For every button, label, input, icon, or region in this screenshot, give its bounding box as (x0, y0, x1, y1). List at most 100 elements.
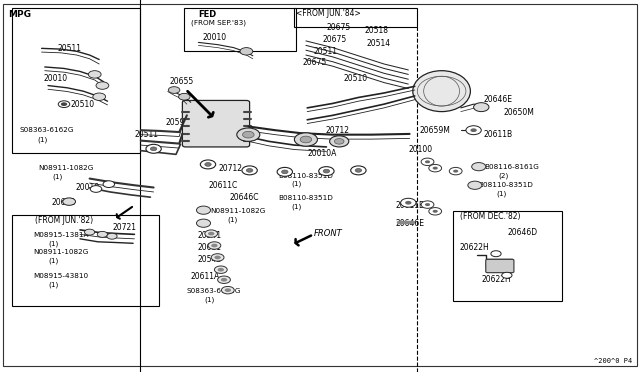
Text: ^200^0 P4: ^200^0 P4 (594, 358, 632, 364)
Text: (FROM SEP.'83): (FROM SEP.'83) (191, 20, 246, 26)
Circle shape (433, 210, 438, 213)
Text: 20712: 20712 (219, 164, 243, 173)
Text: B08110-8351D: B08110-8351D (278, 195, 333, 201)
Text: (1): (1) (48, 281, 58, 288)
Circle shape (237, 128, 260, 141)
Circle shape (240, 48, 253, 55)
Circle shape (146, 144, 161, 153)
Text: S08363-6162G: S08363-6162G (19, 127, 74, 133)
Text: 20675: 20675 (302, 58, 326, 67)
Circle shape (225, 288, 231, 292)
Text: (1): (1) (205, 296, 215, 303)
Text: (1): (1) (37, 136, 47, 143)
Circle shape (208, 242, 221, 249)
Text: 20010: 20010 (76, 183, 100, 192)
Text: (1): (1) (48, 258, 58, 264)
Circle shape (355, 169, 362, 172)
Circle shape (277, 167, 292, 176)
Circle shape (246, 169, 253, 172)
Text: 20611: 20611 (197, 243, 221, 252)
Circle shape (97, 231, 108, 237)
Circle shape (429, 208, 442, 215)
Text: 20675: 20675 (323, 35, 347, 44)
Text: (FROM DEC.'82): (FROM DEC.'82) (460, 212, 520, 221)
Text: 20511: 20511 (314, 47, 338, 56)
Circle shape (401, 198, 416, 207)
Bar (453, 211, 562, 301)
Circle shape (429, 164, 442, 172)
Circle shape (453, 170, 458, 173)
Text: MPG: MPG (8, 10, 31, 19)
Text: M08915-1381A: M08915-1381A (33, 232, 89, 238)
Text: 20675: 20675 (326, 23, 351, 32)
Circle shape (221, 278, 227, 282)
Circle shape (200, 160, 216, 169)
Text: <FROM JUN.'84>: <FROM JUN.'84> (296, 9, 360, 17)
Circle shape (449, 167, 462, 175)
Text: 20010A: 20010A (307, 149, 337, 158)
Text: S08363-6162G: S08363-6162G (187, 288, 241, 294)
Circle shape (470, 128, 477, 132)
Text: 20646E: 20646E (396, 219, 424, 228)
Circle shape (218, 268, 224, 272)
Circle shape (63, 198, 76, 205)
Bar (12, 215, 159, 306)
Text: (2): (2) (498, 172, 508, 179)
Ellipse shape (413, 71, 470, 112)
Text: 20622H: 20622H (481, 275, 511, 284)
Text: 20650M: 20650M (503, 108, 534, 117)
Circle shape (421, 158, 434, 166)
Text: 20646E: 20646E (484, 95, 513, 104)
Text: 20646C: 20646C (229, 193, 259, 202)
Text: 20010: 20010 (202, 33, 227, 42)
Text: 20100: 20100 (408, 145, 433, 154)
Circle shape (221, 286, 234, 294)
Text: N08911-1082G: N08911-1082G (33, 249, 89, 255)
Text: 20622H: 20622H (460, 243, 489, 252)
Text: FED: FED (198, 10, 217, 19)
Circle shape (405, 201, 412, 205)
Circle shape (150, 147, 157, 151)
Text: (1): (1) (52, 173, 63, 180)
Circle shape (472, 163, 486, 171)
Text: 20511: 20511 (134, 130, 159, 139)
Text: 20514: 20514 (366, 39, 390, 48)
Bar (294, 8, 417, 27)
Circle shape (90, 186, 102, 192)
Circle shape (319, 167, 334, 176)
Circle shape (208, 232, 214, 235)
Circle shape (351, 166, 366, 175)
Circle shape (425, 203, 430, 206)
Circle shape (205, 163, 211, 166)
Text: 20659M: 20659M (420, 126, 451, 135)
Text: (1): (1) (48, 240, 58, 247)
Circle shape (335, 139, 344, 144)
Circle shape (58, 101, 70, 108)
Circle shape (218, 276, 230, 283)
Text: 20511: 20511 (58, 44, 82, 53)
Circle shape (243, 131, 254, 138)
Bar (184, 8, 296, 51)
Text: 20602: 20602 (51, 198, 76, 207)
Text: 20712: 20712 (325, 126, 349, 135)
Text: B08110-8351D: B08110-8351D (278, 173, 333, 179)
Text: (1): (1) (291, 203, 301, 210)
Circle shape (300, 136, 312, 143)
Text: 20611B: 20611B (484, 130, 513, 139)
Text: 20655: 20655 (170, 77, 194, 86)
Circle shape (196, 219, 211, 227)
Circle shape (214, 256, 221, 259)
Text: (FROM JUN.'82): (FROM JUN.'82) (35, 216, 93, 225)
Circle shape (211, 254, 224, 261)
Text: B08116-8161G: B08116-8161G (484, 164, 539, 170)
FancyBboxPatch shape (486, 259, 514, 273)
Text: (1): (1) (227, 217, 237, 224)
Circle shape (168, 87, 180, 93)
Circle shape (88, 71, 101, 78)
Circle shape (330, 136, 349, 147)
Text: 20721: 20721 (113, 223, 137, 232)
Circle shape (466, 126, 481, 135)
Text: N08911-1082G: N08911-1082G (38, 165, 94, 171)
Circle shape (433, 167, 438, 170)
Text: (1): (1) (496, 191, 506, 198)
